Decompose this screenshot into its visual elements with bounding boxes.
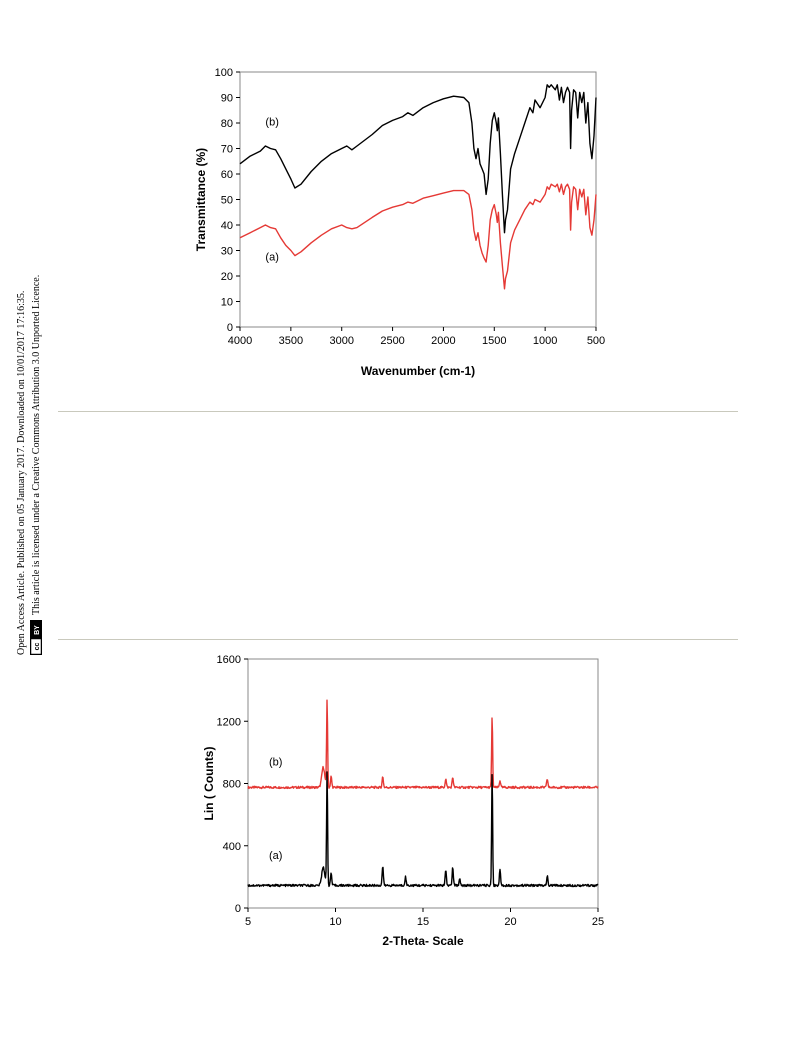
x-tick-label: 2000 <box>431 335 455 347</box>
x-tick-label: 3500 <box>279 335 303 347</box>
x-axis-title: 2-Theta- Scale <box>382 934 464 948</box>
series-line-1 <box>247 771 599 888</box>
divider-bottom <box>58 639 738 640</box>
y-tick-label: 1200 <box>217 716 241 728</box>
y-axis-title: Lin ( Counts) <box>202 747 216 821</box>
x-tick-label: 1000 <box>533 335 557 347</box>
x-tick-label: 1500 <box>482 335 506 347</box>
x-tick-label: 20 <box>504 916 516 928</box>
y-tick-label: 80 <box>221 118 233 130</box>
y-tick-label: 1600 <box>217 654 241 666</box>
license-line-1: Open Access Article. Published on 05 Jan… <box>16 291 27 655</box>
x-tick-label: 10 <box>329 916 341 928</box>
cc-label: cc <box>34 643 41 651</box>
series-line-1 <box>239 183 597 290</box>
series-line-0 <box>247 699 599 790</box>
y-tick-label: 40 <box>221 220 233 232</box>
y-tick-label: 400 <box>223 841 241 853</box>
y-tick-label: 30 <box>221 246 233 258</box>
y-tick-label: 800 <box>223 779 241 791</box>
x-axis-title: Wavenumber (cm-1) <box>361 364 475 378</box>
by-label: BY <box>34 625 41 635</box>
series-annotation: (a) <box>265 252 278 264</box>
x-tick-label: 2500 <box>380 335 404 347</box>
x-tick-label: 25 <box>592 916 604 928</box>
y-tick-label: 70 <box>221 144 233 156</box>
series-annotation: (a) <box>269 850 282 862</box>
plot-area <box>247 658 599 909</box>
y-tick-label: 100 <box>215 67 233 79</box>
x-tick-label: 15 <box>417 916 429 928</box>
chart-xrd: 0 400 800 1200 1600 5 10 15 20 25 2-Theta- Scale Li… <box>202 654 604 948</box>
y-tick-label: 0 <box>235 903 241 915</box>
chart-ftir: 0 10 20 30 40 50 60 70 80 90 100 4000 3500 3000 2500 20… <box>194 67 605 378</box>
x-tick-label: 500 <box>587 335 605 347</box>
x-tick-label: 5 <box>245 916 251 928</box>
series-line-0 <box>239 84 597 234</box>
y-tick-label: 90 <box>221 93 233 105</box>
cc-by-badge: cc BY <box>30 620 42 655</box>
y-tick-label: 20 <box>221 271 233 283</box>
y-tick-label: 0 <box>227 322 233 334</box>
series-annotation: (b) <box>269 757 282 769</box>
divider-top <box>58 411 738 412</box>
y-tick-label: 50 <box>221 195 233 207</box>
y-tick-label: 10 <box>221 297 233 309</box>
series-annotation: (b) <box>265 117 278 129</box>
x-tick-label: 3000 <box>329 335 353 347</box>
license-line-2: This article is licensed under a Creativ… <box>31 275 42 615</box>
x-tick-label: 4000 <box>228 335 252 347</box>
y-tick-label: 60 <box>221 169 233 181</box>
y-axis-title: Transmittance (%) <box>194 148 208 251</box>
